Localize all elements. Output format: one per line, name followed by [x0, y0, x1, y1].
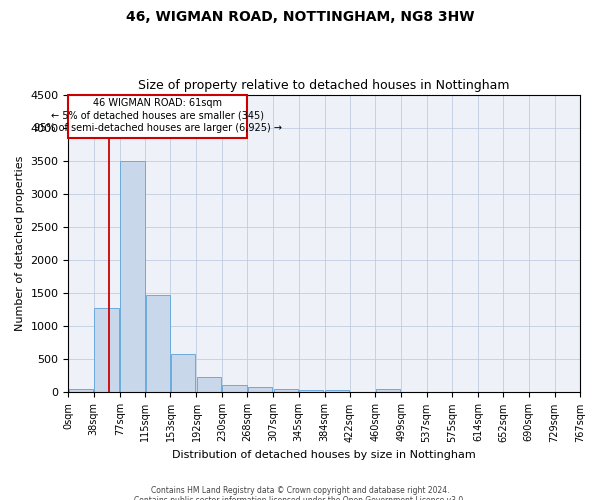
Bar — [146, 295, 170, 392]
Bar — [223, 385, 247, 392]
Text: Contains public sector information licensed under the Open Government Licence v3: Contains public sector information licen… — [134, 496, 466, 500]
Bar — [274, 388, 298, 392]
Text: 46 WIGMAN ROAD: 61sqm: 46 WIGMAN ROAD: 61sqm — [93, 98, 222, 108]
X-axis label: Distribution of detached houses by size in Nottingham: Distribution of detached houses by size … — [172, 450, 476, 460]
Bar — [94, 308, 119, 392]
Text: 95% of semi-detached houses are larger (6,925) →: 95% of semi-detached houses are larger (… — [34, 123, 282, 133]
Text: ← 5% of detached houses are smaller (345): ← 5% of detached houses are smaller (345… — [51, 110, 264, 120]
Y-axis label: Number of detached properties: Number of detached properties — [15, 156, 25, 331]
Bar — [376, 390, 400, 392]
Bar — [171, 354, 196, 393]
Bar — [325, 390, 349, 392]
Bar — [69, 389, 93, 392]
Bar — [248, 387, 272, 392]
Title: Size of property relative to detached houses in Nottingham: Size of property relative to detached ho… — [139, 79, 510, 92]
Text: Contains HM Land Registry data © Crown copyright and database right 2024.: Contains HM Land Registry data © Crown c… — [151, 486, 449, 495]
Bar — [197, 376, 221, 392]
Bar — [68, 94, 247, 138]
Text: 46, WIGMAN ROAD, NOTTINGHAM, NG8 3HW: 46, WIGMAN ROAD, NOTTINGHAM, NG8 3HW — [126, 10, 474, 24]
Bar — [120, 162, 145, 392]
Bar — [299, 390, 323, 392]
